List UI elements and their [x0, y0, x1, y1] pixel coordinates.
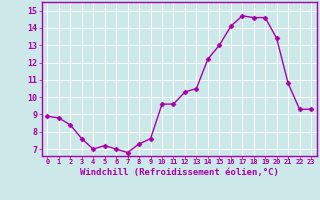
X-axis label: Windchill (Refroidissement éolien,°C): Windchill (Refroidissement éolien,°C)	[80, 168, 279, 177]
